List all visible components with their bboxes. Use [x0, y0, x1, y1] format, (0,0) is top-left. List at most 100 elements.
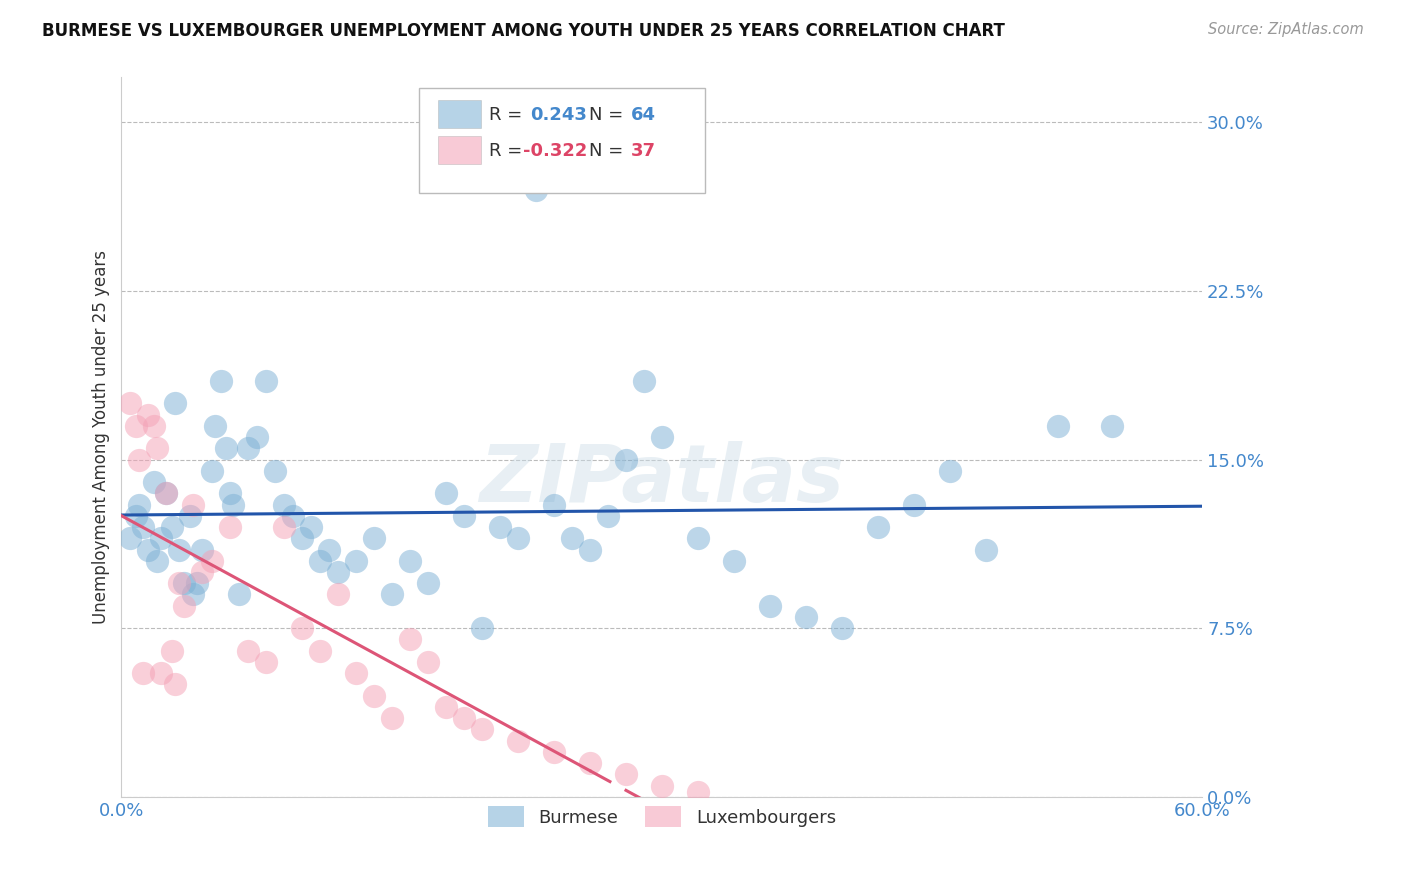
- Point: [173, 599, 195, 613]
- Point: [723, 554, 745, 568]
- Point: [215, 442, 238, 456]
- Point: [273, 520, 295, 534]
- Point: [344, 554, 367, 568]
- Point: [974, 542, 997, 557]
- Point: [416, 576, 439, 591]
- Text: 37: 37: [630, 142, 655, 160]
- Point: [200, 554, 222, 568]
- Point: [1101, 418, 1123, 433]
- Point: [903, 498, 925, 512]
- Y-axis label: Unemployment Among Youth under 25 years: Unemployment Among Youth under 25 years: [93, 250, 110, 624]
- Point: [651, 430, 673, 444]
- Point: [596, 508, 619, 523]
- Point: [120, 531, 142, 545]
- FancyBboxPatch shape: [419, 88, 704, 193]
- Point: [218, 520, 240, 534]
- Point: [160, 520, 183, 534]
- Text: 0.243: 0.243: [530, 106, 586, 124]
- Point: [398, 554, 420, 568]
- Point: [146, 442, 169, 456]
- Point: [651, 779, 673, 793]
- Point: [381, 711, 404, 725]
- Point: [155, 486, 177, 500]
- Point: [524, 183, 547, 197]
- Point: [138, 542, 160, 557]
- Point: [326, 565, 349, 579]
- Point: [125, 508, 148, 523]
- Point: [308, 554, 330, 568]
- Text: -0.322: -0.322: [523, 142, 588, 160]
- Text: 64: 64: [630, 106, 655, 124]
- Point: [578, 756, 600, 770]
- Text: R =: R =: [489, 142, 527, 160]
- Point: [471, 723, 494, 737]
- Text: N =: N =: [589, 106, 630, 124]
- Point: [614, 452, 637, 467]
- Point: [120, 396, 142, 410]
- Point: [363, 689, 385, 703]
- Point: [686, 531, 709, 545]
- Point: [299, 520, 322, 534]
- Point: [218, 486, 240, 500]
- Point: [273, 498, 295, 512]
- Point: [254, 374, 277, 388]
- Point: [308, 643, 330, 657]
- Point: [434, 486, 457, 500]
- Point: [160, 643, 183, 657]
- Point: [398, 632, 420, 647]
- Point: [434, 699, 457, 714]
- Point: [290, 531, 312, 545]
- Point: [236, 643, 259, 657]
- Point: [236, 442, 259, 456]
- Point: [150, 666, 173, 681]
- Point: [794, 610, 817, 624]
- Point: [290, 621, 312, 635]
- FancyBboxPatch shape: [439, 136, 481, 164]
- Point: [179, 508, 201, 523]
- Point: [1047, 418, 1070, 433]
- Point: [363, 531, 385, 545]
- Point: [167, 542, 190, 557]
- Point: [245, 430, 267, 444]
- Point: [318, 542, 340, 557]
- Point: [344, 666, 367, 681]
- Point: [132, 520, 155, 534]
- Point: [759, 599, 782, 613]
- Point: [222, 498, 245, 512]
- Point: [263, 464, 285, 478]
- Point: [453, 508, 475, 523]
- Text: BURMESE VS LUXEMBOURGER UNEMPLOYMENT AMONG YOUTH UNDER 25 YEARS CORRELATION CHAR: BURMESE VS LUXEMBOURGER UNEMPLOYMENT AMO…: [42, 22, 1005, 40]
- Point: [142, 418, 165, 433]
- Point: [506, 531, 529, 545]
- Point: [173, 576, 195, 591]
- Point: [155, 486, 177, 500]
- Text: R =: R =: [489, 106, 527, 124]
- Point: [183, 587, 205, 601]
- Point: [138, 408, 160, 422]
- Point: [165, 396, 187, 410]
- Point: [561, 531, 583, 545]
- Point: [132, 666, 155, 681]
- Point: [453, 711, 475, 725]
- Point: [191, 542, 214, 557]
- Point: [686, 785, 709, 799]
- Point: [254, 655, 277, 669]
- Point: [186, 576, 208, 591]
- Point: [146, 554, 169, 568]
- Point: [506, 733, 529, 747]
- Text: ZIPatlas: ZIPatlas: [479, 442, 845, 519]
- Point: [183, 498, 205, 512]
- Point: [228, 587, 250, 601]
- Point: [614, 767, 637, 781]
- Point: [191, 565, 214, 579]
- FancyBboxPatch shape: [439, 101, 481, 128]
- Point: [543, 745, 565, 759]
- Point: [831, 621, 853, 635]
- Point: [578, 542, 600, 557]
- Text: Source: ZipAtlas.com: Source: ZipAtlas.com: [1208, 22, 1364, 37]
- Point: [142, 475, 165, 489]
- Point: [128, 498, 150, 512]
- Point: [167, 576, 190, 591]
- Legend: Burmese, Luxembourgers: Burmese, Luxembourgers: [481, 799, 844, 835]
- Point: [543, 498, 565, 512]
